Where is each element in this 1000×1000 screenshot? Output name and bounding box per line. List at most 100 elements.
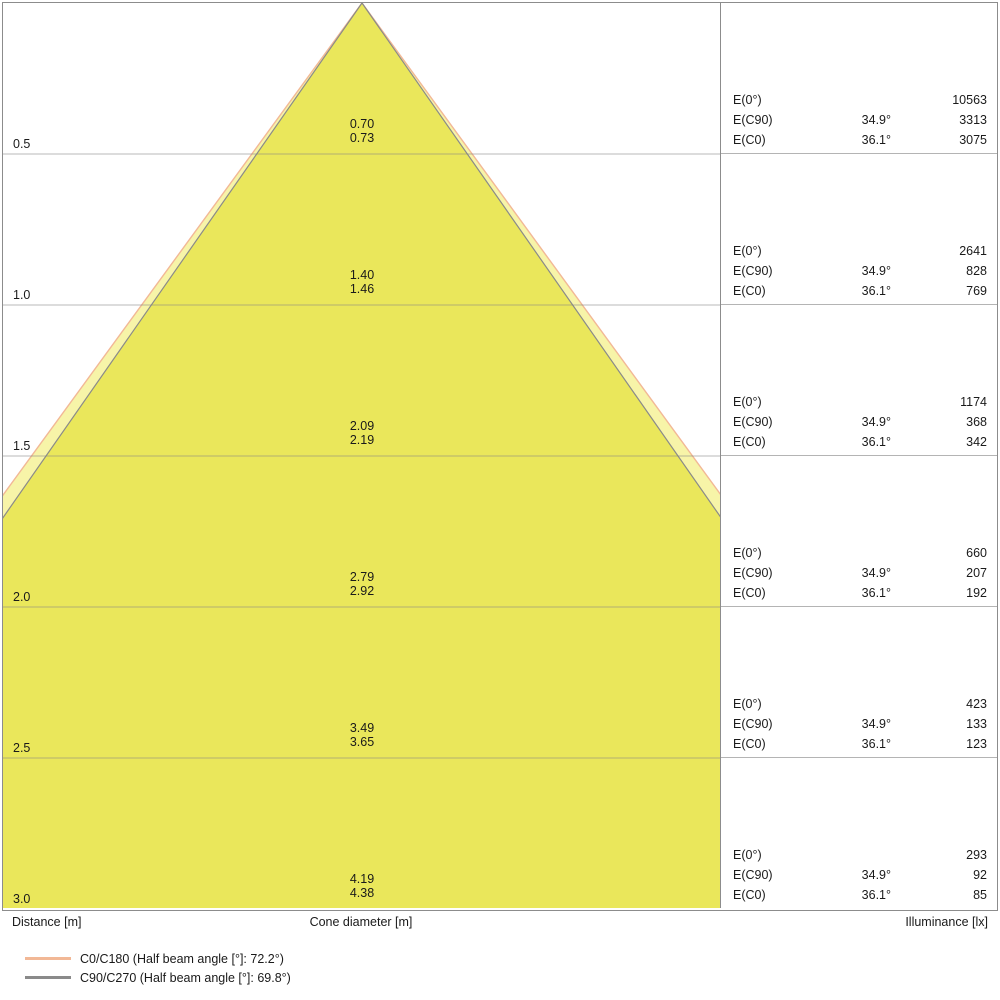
e0-value: 293 bbox=[966, 848, 987, 862]
e0-label: E(0°) bbox=[733, 697, 762, 711]
distance-axis-label: Distance [m] bbox=[12, 915, 82, 929]
cone-diameter-c0: 4.38 bbox=[349, 886, 375, 900]
ec90-value: 3313 bbox=[959, 113, 987, 127]
e0-value: 10563 bbox=[952, 93, 987, 107]
ec0-row: E(C0) 36.1° 342 bbox=[733, 432, 987, 452]
cone-panel: 0.5 1.0 1.5 2.0 2.5 3.0 0.70 0.73 1.40 1… bbox=[3, 3, 720, 908]
ec0-angle: 36.1° bbox=[861, 284, 891, 298]
cone-diameter-c90: 4.19 bbox=[349, 872, 375, 886]
ec0-angle: 36.1° bbox=[861, 737, 891, 751]
ec0-label: E(C0) bbox=[733, 133, 766, 147]
ec90-angle: 34.9° bbox=[861, 264, 891, 278]
illuminance-block-2.0m: E(0°) 660 E(C90) 34.9° 207 E(C0) 36.1° 1… bbox=[721, 456, 997, 607]
cone-diameter-c90: 2.79 bbox=[349, 570, 375, 584]
e0-value: 423 bbox=[966, 697, 987, 711]
ec90-row: E(C90) 34.9° 133 bbox=[733, 714, 987, 734]
ec0-row: E(C0) 36.1° 85 bbox=[733, 885, 987, 905]
ec90-row: E(C90) 34.9° 207 bbox=[733, 563, 987, 583]
cone-diameter-axis-label: Cone diameter [m] bbox=[309, 915, 413, 929]
beam-cone-svg bbox=[3, 3, 720, 908]
cone-diameter-c0: 2.92 bbox=[349, 584, 375, 598]
ec0-value: 85 bbox=[973, 888, 987, 902]
ec90-label: E(C90) bbox=[733, 113, 773, 127]
ec90-value: 133 bbox=[966, 717, 987, 731]
e0-row: E(0°) 1174 bbox=[733, 392, 987, 412]
ec0-label: E(C0) bbox=[733, 284, 766, 298]
distance-label: 3.0 bbox=[13, 892, 31, 906]
ec0-angle: 36.1° bbox=[861, 888, 891, 902]
ec90-angle: 34.9° bbox=[861, 717, 891, 731]
cone-diameter-pair: 3.49 3.65 bbox=[302, 721, 422, 749]
e0-row: E(0°) 293 bbox=[733, 845, 987, 865]
illuminance-block-3.0m: E(0°) 293 E(C90) 34.9° 92 E(C0) 36.1° 85 bbox=[721, 758, 997, 908]
illuminance-axis-label: Illuminance [lx] bbox=[905, 915, 988, 929]
ec90-value: 368 bbox=[966, 415, 987, 429]
e0-value: 2641 bbox=[959, 244, 987, 258]
e0-row: E(0°) 423 bbox=[733, 694, 987, 714]
cone-diameter-c90: 3.49 bbox=[349, 721, 375, 735]
cone-diameter-c90: 2.09 bbox=[349, 419, 375, 433]
cone-diameter-c0: 0.73 bbox=[349, 131, 375, 145]
ec0-row: E(C0) 36.1° 123 bbox=[733, 734, 987, 754]
ec0-value: 3075 bbox=[959, 133, 987, 147]
ec90-label: E(C90) bbox=[733, 415, 773, 429]
ec90-value: 207 bbox=[966, 566, 987, 580]
chart-frame: 0.5 1.0 1.5 2.0 2.5 3.0 0.70 0.73 1.40 1… bbox=[2, 2, 998, 911]
illuminance-block-1.0m: E(0°) 2641 E(C90) 34.9° 828 E(C0) 36.1° … bbox=[721, 154, 997, 305]
ec90-label: E(C90) bbox=[733, 566, 773, 580]
ec90-label: E(C90) bbox=[733, 868, 773, 882]
ec90-angle: 34.9° bbox=[861, 415, 891, 429]
distance-label: 1.0 bbox=[13, 288, 31, 302]
legend: C0/C180 (Half beam angle [°]: 72.2°) C90… bbox=[25, 951, 291, 985]
ec0-row: E(C0) 36.1° 3075 bbox=[733, 130, 987, 150]
cone-diameter-pair: 4.19 4.38 bbox=[302, 872, 422, 900]
cone-diameter-c90: 0.70 bbox=[349, 117, 375, 131]
e0-row: E(0°) 10563 bbox=[733, 90, 987, 110]
ec90-angle: 34.9° bbox=[861, 566, 891, 580]
ec90-row: E(C90) 34.9° 92 bbox=[733, 865, 987, 885]
e0-value: 1174 bbox=[960, 395, 987, 409]
cone-diameter-c0: 2.19 bbox=[349, 433, 375, 447]
ec90-value: 92 bbox=[973, 868, 987, 882]
ec0-label: E(C0) bbox=[733, 737, 766, 751]
cone-diameter-c0: 3.65 bbox=[349, 735, 375, 749]
illuminance-block-2.5m: E(0°) 423 E(C90) 34.9° 133 E(C0) 36.1° 1… bbox=[721, 607, 997, 758]
illuminance-panel: E(0°) 10563 E(C90) 34.9° 3313 E(C0) 36.1… bbox=[721, 3, 997, 908]
ec0-value: 192 bbox=[966, 586, 987, 600]
illuminance-block-1.5m: E(0°) 1174 E(C90) 34.9° 368 E(C0) 36.1° … bbox=[721, 305, 997, 456]
legend-entry-c90-c270: C90/C270 (Half beam angle [°]: 69.8°) bbox=[25, 970, 291, 985]
panel-divider bbox=[720, 3, 721, 908]
ec0-label: E(C0) bbox=[733, 888, 766, 902]
ec0-label: E(C0) bbox=[733, 586, 766, 600]
e0-label: E(0°) bbox=[733, 93, 762, 107]
c90-line-swatch-icon bbox=[25, 976, 71, 979]
axis-caption-row: Cone diameter [m] Distance [m] Illuminan… bbox=[2, 915, 996, 933]
ec90-label: E(C90) bbox=[733, 717, 773, 731]
e0-row: E(0°) 660 bbox=[733, 543, 987, 563]
ec0-value: 769 bbox=[966, 284, 987, 298]
c0-line-swatch-icon bbox=[25, 957, 71, 960]
ec90-row: E(C90) 34.9° 828 bbox=[733, 261, 987, 281]
distance-gridlines bbox=[3, 153, 720, 759]
e0-label: E(0°) bbox=[733, 395, 762, 409]
distance-label: 0.5 bbox=[13, 137, 31, 151]
e0-value: 660 bbox=[966, 546, 987, 560]
ec0-row: E(C0) 36.1° 192 bbox=[733, 583, 987, 603]
e0-label: E(0°) bbox=[733, 546, 762, 560]
ec90-value: 828 bbox=[966, 264, 987, 278]
legend-label-c90: C90/C270 (Half beam angle [°]: 69.8°) bbox=[80, 970, 291, 985]
e0-label: E(0°) bbox=[733, 244, 762, 258]
ec0-angle: 36.1° bbox=[861, 435, 891, 449]
legend-label-c0: C0/C180 (Half beam angle [°]: 72.2°) bbox=[80, 951, 284, 966]
ec90-angle: 34.9° bbox=[861, 868, 891, 882]
ec90-angle: 34.9° bbox=[861, 113, 891, 127]
cone-diameter-pair: 2.09 2.19 bbox=[302, 419, 422, 447]
legend-entry-c0-c180: C0/C180 (Half beam angle [°]: 72.2°) bbox=[25, 951, 291, 966]
distance-label: 1.5 bbox=[13, 439, 31, 453]
cone-diameter-c0: 1.46 bbox=[349, 282, 375, 296]
illuminance-block-0.5m: E(0°) 10563 E(C90) 34.9° 3313 E(C0) 36.1… bbox=[721, 3, 997, 154]
e0-label: E(0°) bbox=[733, 848, 762, 862]
e0-row: E(0°) 2641 bbox=[733, 241, 987, 261]
cone-diameter-pair: 1.40 1.46 bbox=[302, 268, 422, 296]
